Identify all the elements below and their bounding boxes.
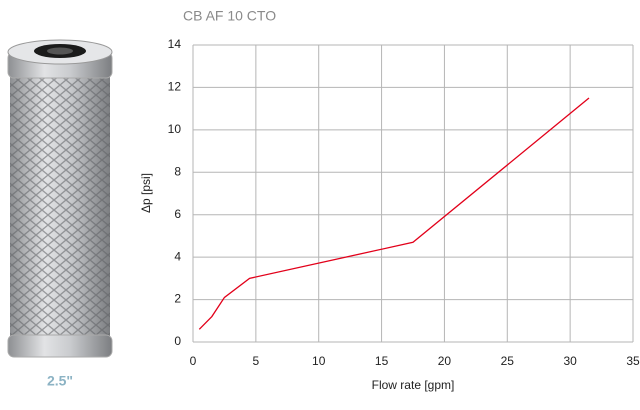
y-tick-label: 6 <box>174 207 181 221</box>
x-tick-label: 0 <box>190 354 197 368</box>
y-tick-label: 0 <box>174 334 181 348</box>
chart-title: CB AF 10 CTO <box>183 8 276 24</box>
x-tick-label: 25 <box>501 354 515 368</box>
filter-image <box>7 39 113 358</box>
x-tick-label: 5 <box>253 354 260 368</box>
x-tick-label: 15 <box>375 354 389 368</box>
plot: 0 2 4 6 8 10 12 14 0 5 10 15 20 25 30 35 <box>168 37 640 368</box>
x-tick-label: 20 <box>438 354 452 368</box>
y-tick-label: 12 <box>168 80 182 94</box>
x-tick-label: 30 <box>563 354 577 368</box>
x-tick-label: 35 <box>626 354 640 368</box>
y-tick-label: 10 <box>168 122 182 136</box>
x-axis-label: Flow rate [gpm] <box>372 378 455 392</box>
y-tick-label: 2 <box>174 292 181 306</box>
y-axis-label: Δp [psi] <box>139 173 153 213</box>
image-caption: 2.5" <box>47 373 73 389</box>
x-tick-label: 10 <box>312 354 326 368</box>
y-tick-label: 14 <box>168 37 182 51</box>
data-line <box>198 97 590 330</box>
y-tick-label: 8 <box>174 164 181 178</box>
y-tick-label: 4 <box>174 249 181 263</box>
